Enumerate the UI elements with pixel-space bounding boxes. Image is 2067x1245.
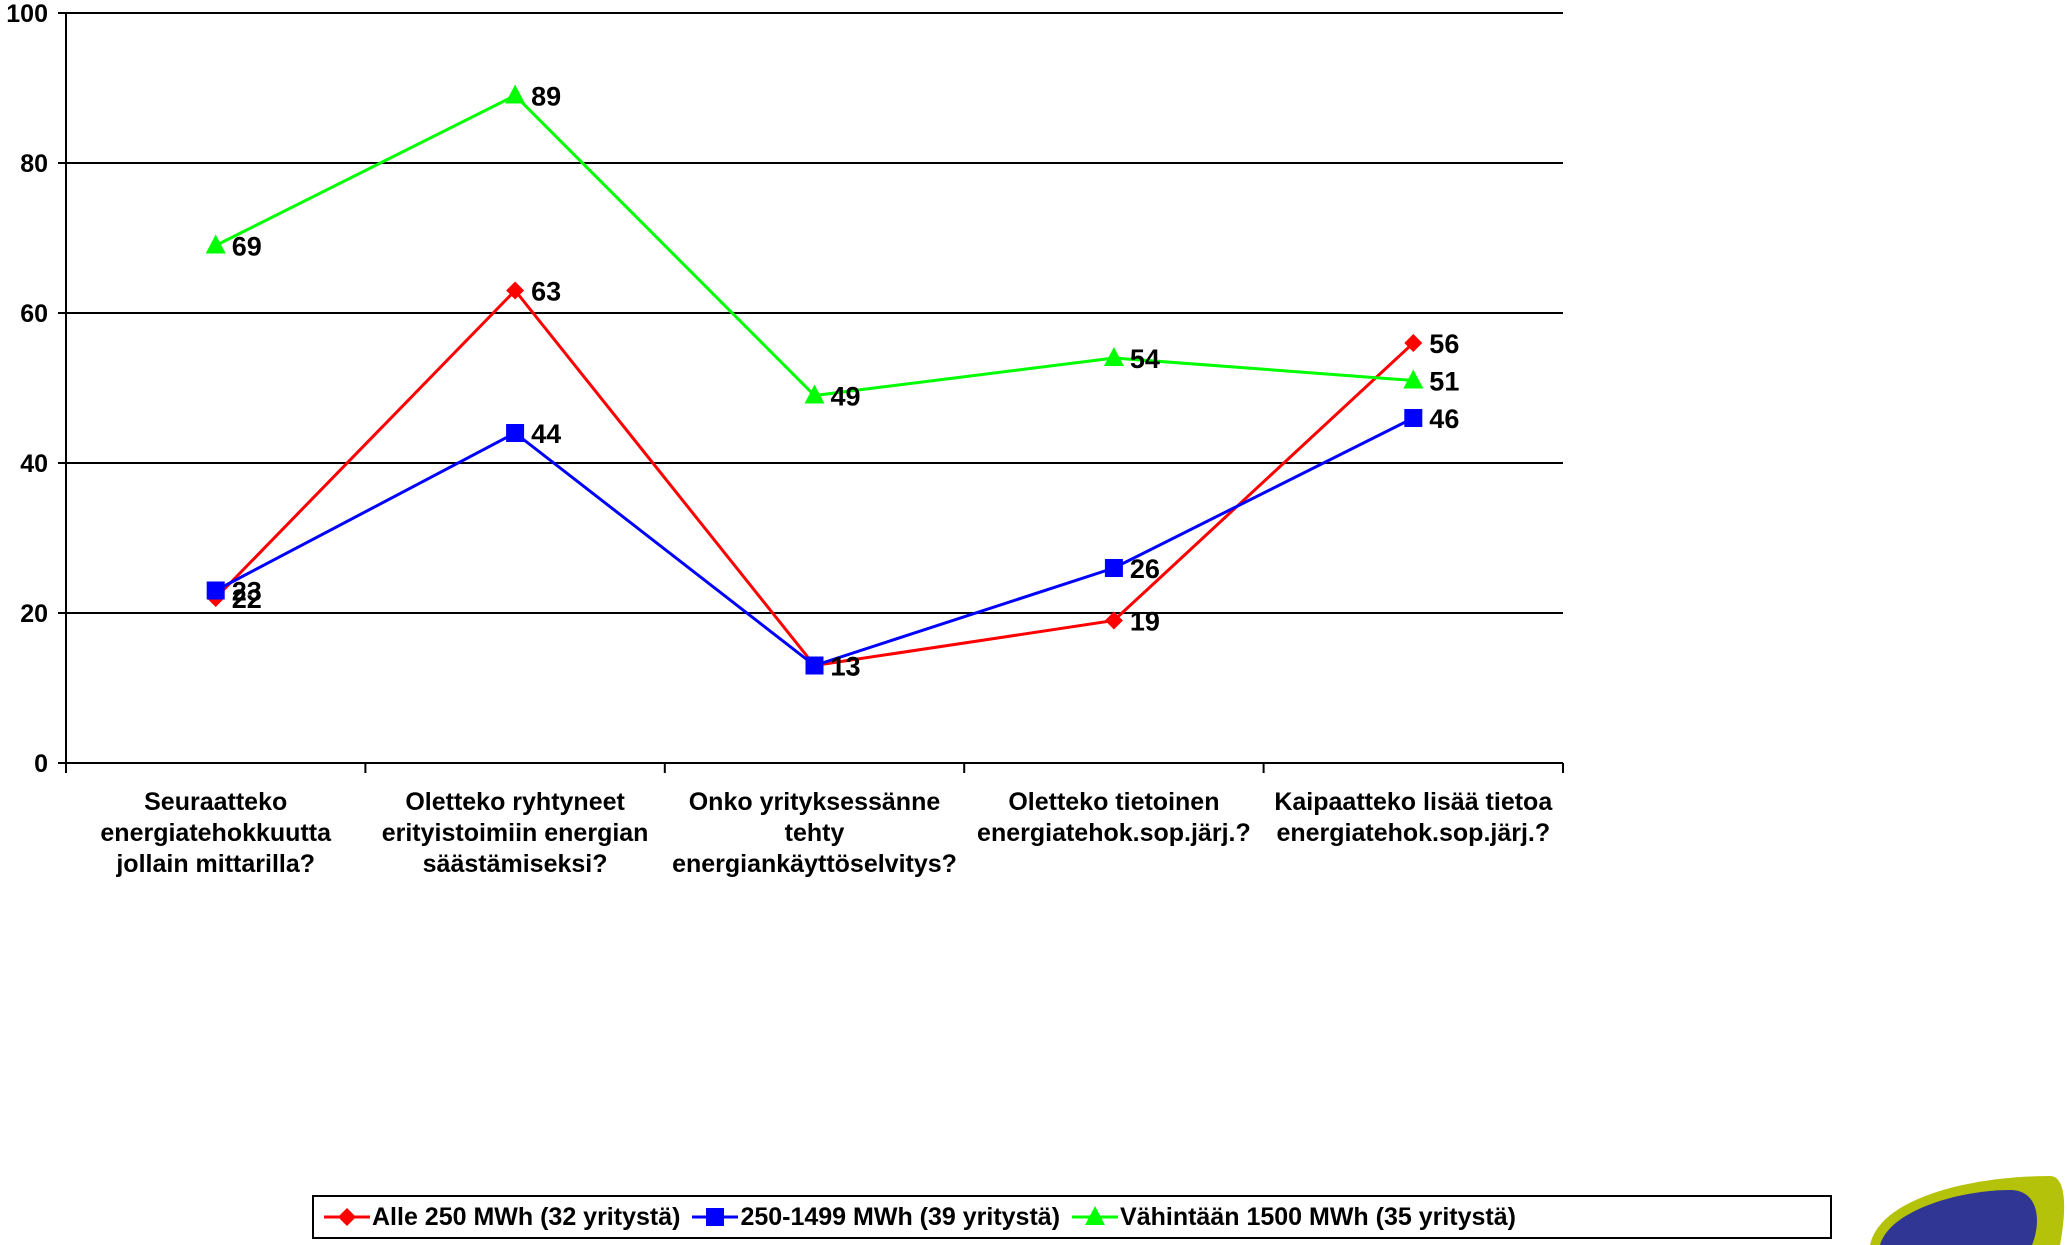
legend-label: Alle 250 MWh (32 yritystä) bbox=[372, 1202, 681, 1231]
data-label: 49 bbox=[831, 382, 861, 412]
x-category-line: erityistoimiin energian bbox=[382, 819, 649, 847]
legend-item: Vähintään 1500 MWh (35 yritystä) bbox=[1070, 1203, 1516, 1232]
data-point-marker bbox=[206, 581, 225, 600]
x-category-label: Seuraatteko energiatehokkuutta jollain mit… bbox=[100, 788, 332, 878]
data-point-marker bbox=[506, 281, 525, 300]
legend-item: Alle 250 MWh (32 yritystä) bbox=[322, 1203, 680, 1232]
legend-swatch bbox=[1072, 1206, 1119, 1225]
data-label: 13 bbox=[831, 652, 861, 682]
data-label: 63 bbox=[531, 277, 561, 307]
y-tick-label: 100 bbox=[6, 0, 48, 28]
data-point-marker bbox=[1104, 559, 1123, 577]
data-label: 69 bbox=[232, 232, 262, 262]
data-point-marker bbox=[506, 424, 525, 442]
legend-swatch bbox=[324, 1208, 370, 1226]
data-point-marker bbox=[1104, 611, 1123, 630]
data-label: 46 bbox=[1429, 404, 1459, 434]
legend-label: Vähintään 1500 MWh (35 yritystä) bbox=[1120, 1202, 1516, 1231]
data-point-marker bbox=[1404, 409, 1423, 427]
x-category-line: säästämiseksi? bbox=[423, 850, 608, 878]
y-tick-label: 40 bbox=[20, 450, 48, 478]
data-point-marker bbox=[205, 234, 226, 254]
x-category-line: energiatehokkuutta bbox=[100, 819, 332, 847]
data-label: 51 bbox=[1429, 367, 1459, 397]
data-label: 56 bbox=[1429, 329, 1459, 359]
x-category-line: Kaipaatteko lisää tietoa bbox=[1274, 788, 1553, 816]
x-category-label: Oletteko tietoinen energiatehok.sop.järj.… bbox=[977, 788, 1251, 847]
series-line bbox=[214, 288, 1415, 668]
data-label: 19 bbox=[1130, 607, 1160, 637]
x-category-line: energiatehok.sop.järj.? bbox=[977, 819, 1251, 847]
data-point-marker bbox=[805, 656, 824, 675]
data-label: 23 bbox=[232, 577, 262, 607]
x-category-line: energiankäyttöselvitys? bbox=[672, 850, 957, 878]
data-label: 44 bbox=[531, 419, 561, 449]
data-label: 89 bbox=[531, 82, 561, 112]
x-category-line: Onko yrityksessänne bbox=[689, 788, 941, 816]
y-tick-label: 0 bbox=[34, 750, 48, 778]
data-point-marker bbox=[1404, 334, 1423, 352]
x-category-line: Oletteko tietoinen bbox=[1008, 788, 1219, 816]
y-tick-label: 80 bbox=[20, 150, 48, 178]
data-point-marker bbox=[1403, 369, 1424, 389]
data-label: 26 bbox=[1130, 554, 1160, 584]
legend-marker bbox=[706, 1208, 725, 1226]
legend-marker bbox=[1085, 1206, 1106, 1225]
x-category-label: Kaipaatteko lisää tietoa energiatehok.sop… bbox=[1274, 788, 1553, 847]
legend: Alle 250 MWh (32 yritystä) 250-1499 MWh (… bbox=[312, 1195, 1832, 1239]
data-point-marker bbox=[505, 84, 526, 104]
data-label: 22 bbox=[232, 584, 262, 614]
series-line bbox=[215, 416, 1414, 668]
logo-icon bbox=[1870, 1176, 2065, 1245]
y-tick-label: 20 bbox=[20, 600, 48, 628]
data-point-marker bbox=[804, 384, 825, 404]
legend-item: 250-1499 MWh (39 yritystä) bbox=[690, 1203, 1060, 1232]
x-category-label: Oletteko ryhtyneet erityistoimiin energia… bbox=[382, 788, 649, 878]
x-category-label: Onko yrityksessänne tehty energiankäyttöse… bbox=[672, 788, 957, 878]
data-label: 13 bbox=[831, 652, 861, 682]
legend-marker bbox=[338, 1208, 356, 1226]
x-category-line: Oletteko ryhtyneet bbox=[405, 788, 625, 816]
x-category-line: tehty bbox=[785, 819, 845, 847]
y-tick-label: 60 bbox=[20, 300, 48, 328]
x-category-line: energiatehok.sop.järj.? bbox=[1276, 819, 1550, 847]
legend-swatch bbox=[692, 1208, 739, 1226]
data-label: 54 bbox=[1130, 344, 1160, 374]
series-line bbox=[215, 93, 1414, 398]
x-category-line: jollain mittarilla? bbox=[115, 850, 315, 878]
data-point-marker bbox=[1103, 347, 1124, 366]
legend-label: 250-1499 MWh (39 yritystä) bbox=[740, 1202, 1061, 1231]
x-category-line: Seuraatteko bbox=[144, 788, 287, 816]
